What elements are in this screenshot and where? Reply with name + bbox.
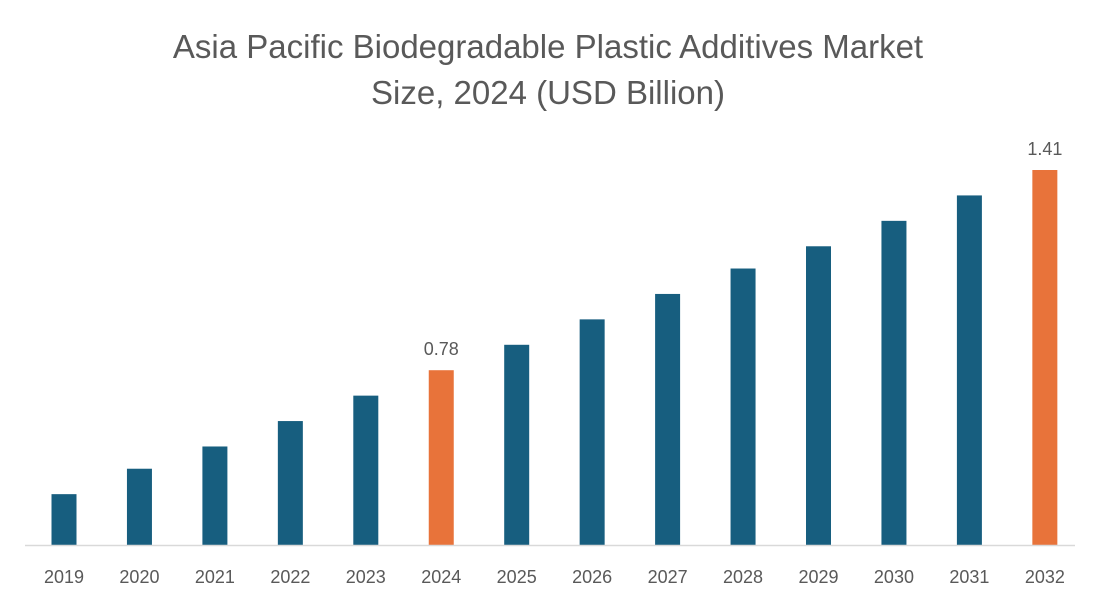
x-tick-label-2032: 2032: [1025, 567, 1065, 587]
x-tick-label-2022: 2022: [270, 567, 310, 587]
chart-title: Asia Pacific Biodegradable Plastic Addit…: [0, 24, 1096, 116]
chart-title-line-2: Size, 2024 (USD Billion): [371, 74, 725, 111]
x-tick-label-2021: 2021: [195, 567, 235, 587]
x-tick-label-2031: 2031: [949, 567, 989, 587]
bar-2022: [277, 421, 303, 545]
bar-2032: [1032, 170, 1058, 545]
bar-2019: [51, 494, 77, 545]
bar-2026: [579, 319, 605, 545]
x-tick-label-2028: 2028: [723, 567, 763, 587]
bar-2028: [730, 268, 756, 545]
bar-2021: [202, 446, 228, 545]
x-tick-label-2026: 2026: [572, 567, 612, 587]
x-tick-label-2024: 2024: [421, 567, 461, 587]
x-tick-label-2029: 2029: [798, 567, 838, 587]
x-tick-label-2023: 2023: [346, 567, 386, 587]
bar-2023: [353, 395, 379, 545]
x-tick-label-2025: 2025: [497, 567, 537, 587]
data-label-2024: 0.78: [424, 339, 459, 359]
bar-2020: [126, 468, 152, 545]
bar-2027: [655, 293, 681, 545]
x-tick-label-2019: 2019: [44, 567, 84, 587]
x-tick-label-2027: 2027: [648, 567, 688, 587]
bar-2024: [428, 370, 454, 545]
bar-2031: [956, 195, 982, 546]
bar-2025: [504, 344, 530, 545]
bar-2030: [881, 220, 907, 545]
x-tick-label-2020: 2020: [119, 567, 159, 587]
data-label-2032: 1.41: [1027, 139, 1062, 159]
x-tick-label-2030: 2030: [874, 567, 914, 587]
chart-title-line-1: Asia Pacific Biodegradable Plastic Addit…: [172, 28, 924, 65]
bar-2029: [806, 246, 831, 545]
